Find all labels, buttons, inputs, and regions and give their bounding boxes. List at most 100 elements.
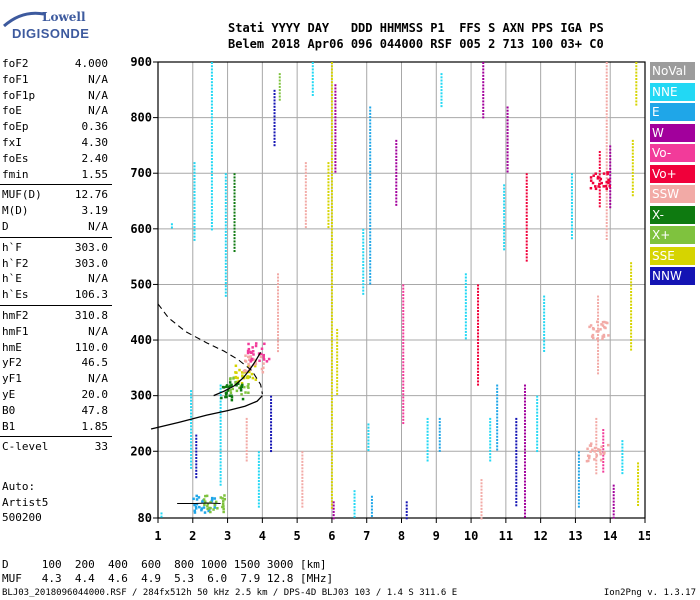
echo-point	[598, 170, 601, 173]
echo-point	[330, 356, 333, 359]
echo-point	[637, 494, 640, 497]
echo-point	[334, 170, 337, 173]
echo-point	[630, 316, 633, 319]
echo-point	[330, 148, 333, 151]
echo-point	[525, 237, 528, 240]
echo-point	[402, 326, 405, 329]
echo-point	[362, 235, 365, 238]
echo-point	[438, 424, 441, 427]
echo-point	[480, 498, 483, 501]
echo-point	[304, 187, 307, 190]
echo-point	[570, 237, 573, 240]
echo-point	[605, 212, 608, 215]
echo-point	[477, 358, 480, 361]
distance-muf-table: D 100 200 400 600 800 1000 1500 3000 [km…	[2, 558, 333, 586]
echo-point	[327, 200, 330, 203]
parameter-value: 4.000	[74, 57, 108, 70]
echo-point	[496, 406, 499, 409]
echo-point	[270, 424, 273, 427]
echo-cluster-point	[247, 364, 250, 368]
echo-point	[170, 223, 173, 226]
echo-point	[277, 273, 280, 276]
echo-point	[630, 271, 633, 274]
parameter-separator	[0, 184, 112, 186]
echo-point	[515, 478, 518, 481]
echo-point	[219, 387, 222, 390]
echo-point	[609, 148, 612, 151]
echo-point	[334, 97, 337, 100]
echo-point	[210, 167, 213, 170]
echo-point	[245, 446, 248, 449]
echo-point	[605, 218, 608, 221]
echo-point	[369, 141, 372, 144]
echo-point	[334, 164, 337, 167]
echo-point	[630, 345, 633, 348]
echo-point	[570, 192, 573, 195]
echo-point	[515, 437, 518, 440]
echo-point	[577, 480, 580, 483]
echo-cluster-point	[253, 358, 256, 361]
echo-point	[597, 356, 600, 359]
echo-point	[327, 226, 330, 229]
echo-point	[369, 119, 372, 122]
echo-point	[426, 417, 429, 420]
echo-point	[438, 440, 441, 443]
parameter-row: fmin 1.55	[0, 167, 112, 183]
echo-point	[506, 119, 509, 122]
echo-point	[277, 282, 280, 285]
parameter-name: C-level	[2, 440, 49, 454]
echo-point	[219, 429, 222, 432]
echo-point	[224, 173, 227, 176]
echo-point	[330, 222, 333, 224]
echo-point	[577, 451, 580, 454]
echo-point	[210, 129, 213, 132]
echo-point	[637, 478, 640, 481]
echo-point	[301, 505, 304, 508]
echo-point	[362, 238, 365, 241]
echo-cluster-point	[258, 359, 261, 363]
echo-point	[595, 469, 598, 472]
echo-cluster-point	[603, 451, 606, 454]
echo-point	[570, 195, 573, 198]
echo-point	[523, 515, 526, 518]
echo-point	[330, 436, 333, 439]
echo-point	[277, 334, 280, 337]
echo-point	[543, 346, 546, 349]
echo-point	[210, 78, 213, 80]
echo-point	[536, 424, 539, 427]
echo-point	[605, 231, 608, 234]
echo-cluster-point	[232, 377, 235, 380]
echo-point	[362, 292, 365, 295]
echo-point	[440, 89, 443, 92]
echo-point	[330, 199, 333, 202]
echo-point	[224, 176, 227, 179]
echo-point	[523, 454, 526, 457]
echo-cluster-point	[247, 355, 250, 359]
echo-point	[334, 145, 337, 148]
echo-point	[257, 492, 260, 495]
echo-cluster-point	[221, 505, 224, 509]
echo-point	[477, 332, 480, 335]
echo-point	[277, 292, 280, 295]
echo-point	[257, 460, 260, 463]
echo-point	[402, 348, 405, 351]
echo-point	[595, 437, 598, 440]
echo-point	[577, 492, 580, 495]
logo-line1: Lowell	[42, 10, 86, 24]
echo-point	[219, 458, 222, 461]
echo-point	[270, 402, 273, 405]
echo-point	[489, 449, 492, 452]
echo-point	[334, 100, 337, 103]
echo-cluster-point	[213, 497, 217, 500]
echo-point	[598, 205, 601, 208]
echo-point	[334, 90, 337, 93]
echo-point	[219, 419, 222, 422]
parameter-value: 303.0	[74, 256, 108, 270]
echo-point	[336, 338, 339, 341]
echo-point	[336, 389, 339, 392]
echo-point	[336, 344, 339, 347]
echo-point	[210, 97, 213, 100]
echo-point	[605, 148, 608, 151]
echo-point	[605, 132, 608, 135]
echo-point	[270, 446, 273, 449]
